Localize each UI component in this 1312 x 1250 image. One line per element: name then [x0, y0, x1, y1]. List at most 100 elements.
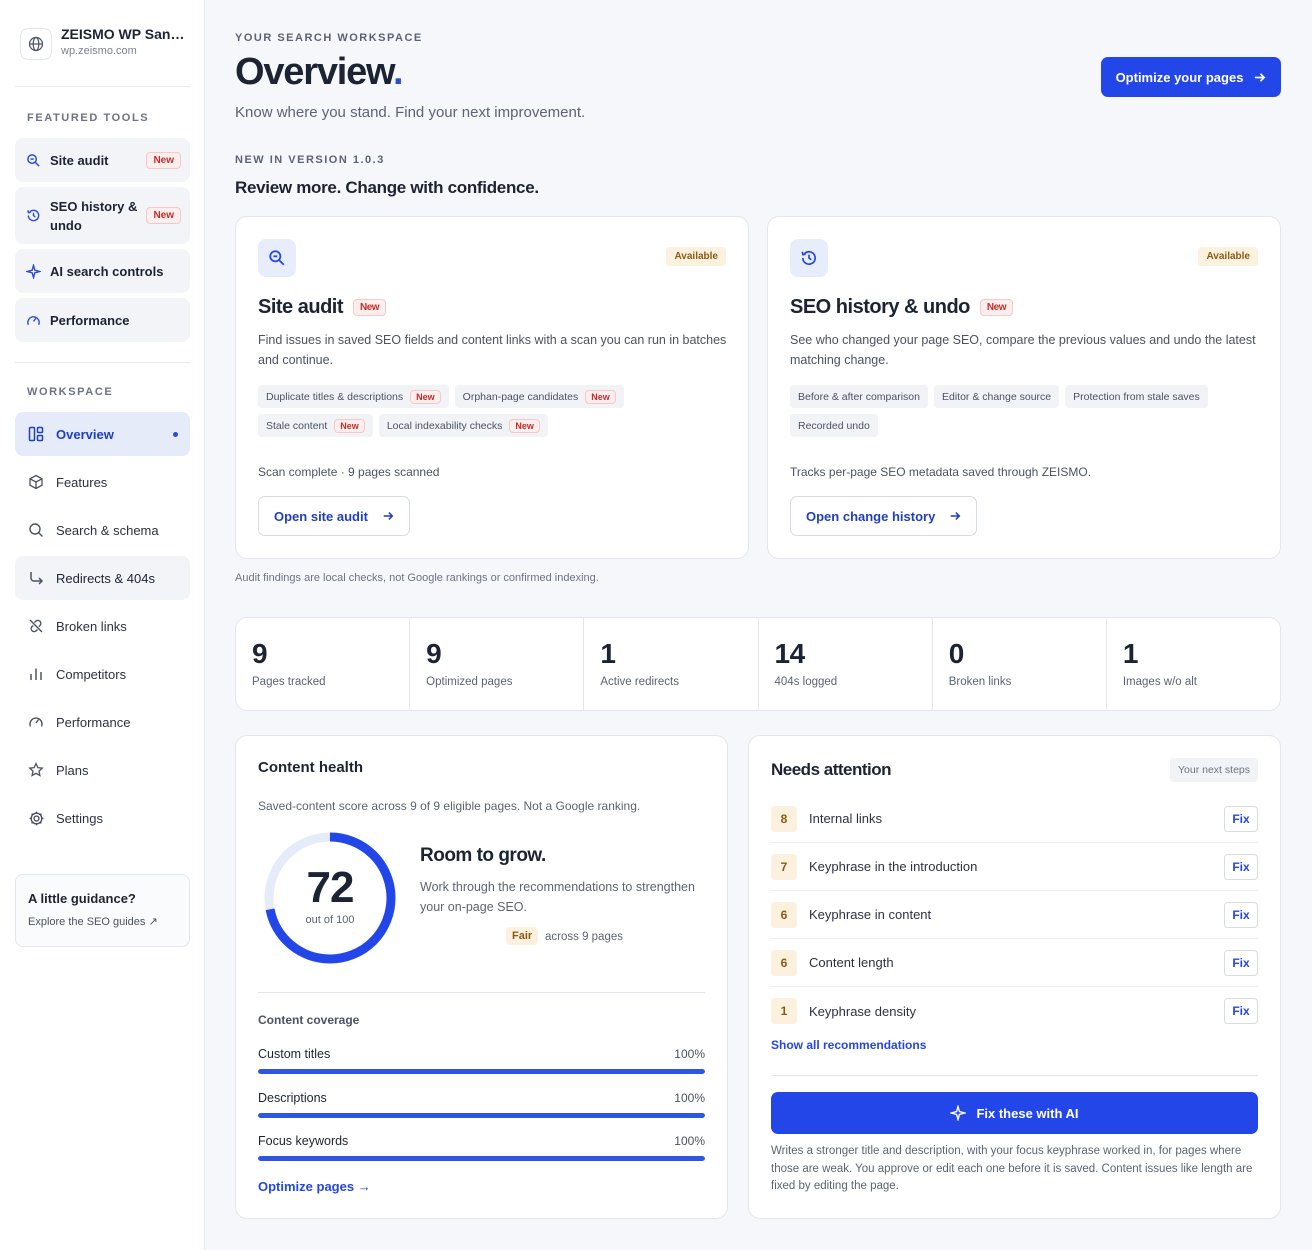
feature-chip: Duplicate titles & descriptions New: [258, 385, 449, 408]
chip-label: Orphan-page candidates: [462, 390, 579, 403]
new-badge: New: [509, 418, 540, 433]
card-description: Find issues in saved SEO fields and cont…: [258, 333, 727, 367]
cube-icon: [27, 473, 45, 491]
issue-count: 6: [771, 949, 797, 976]
show-all-recommendations-link[interactable]: Show all recommendations: [771, 1038, 927, 1052]
workspace-label: WORKSPACE: [27, 386, 114, 398]
card-title-text: SEO history & undo: [790, 296, 970, 318]
fix-button[interactable]: Fix: [1224, 805, 1258, 832]
progress-fill: [258, 1069, 705, 1074]
featured-site-audit[interactable]: Site audit New: [15, 138, 190, 182]
stats-bar: 9 Pages tracked 9 Optimized pages 1 Active …: [235, 617, 1281, 711]
dashboard-icon: [27, 425, 45, 443]
recommendation-row: 8 Internal links Fix: [771, 795, 1258, 843]
site-switcher[interactable]: ZEISMO WP Sandbox wp.zeismo.com: [20, 26, 190, 60]
nav-search-schema[interactable]: Search & schema: [15, 508, 190, 552]
gear-icon: [27, 809, 45, 827]
audit-disclaimer: Audit findings are local checks, not Goo…: [235, 572, 599, 584]
fix-button[interactable]: Fix: [1224, 901, 1258, 928]
status-badge: Available: [666, 247, 726, 266]
stat-images-without-alt: 1 Images w/o alt: [1107, 618, 1280, 710]
nav-label: Broken links: [56, 618, 127, 634]
progress-fill: [258, 1113, 705, 1118]
gauge-icon: [24, 311, 42, 329]
coverage-label: Descriptions: [258, 1091, 327, 1105]
divider: [15, 86, 190, 87]
next-steps-tag: Your next steps: [1170, 758, 1258, 782]
gauge-progress: [264, 832, 396, 964]
nav-label: Settings: [56, 810, 103, 826]
page-subtitle: Know where you stand. Find your next imp…: [235, 104, 586, 121]
optimize-pages-link[interactable]: Optimize pages →: [258, 1179, 371, 1194]
new-badge: New: [334, 418, 365, 433]
coverage-custom-titles: Custom titles 100%: [258, 1047, 705, 1074]
feature-chip: Local indexability checks New: [378, 414, 548, 437]
stat-pages-tracked: 9 Pages tracked: [236, 618, 411, 710]
stat-404s-logged: 14 404s logged: [759, 618, 933, 710]
featured-performance[interactable]: Performance: [15, 298, 190, 342]
chip-label: Stale content: [266, 419, 328, 432]
fix-button[interactable]: Fix: [1224, 998, 1258, 1024]
button-label: Open change history: [806, 508, 936, 524]
button-label: Optimize your pages: [1115, 69, 1244, 85]
issue-count: 1: [771, 998, 797, 1024]
stat-optimized-pages: 9 Optimized pages: [410, 618, 585, 710]
featured-label: Performance: [50, 312, 130, 328]
nav-label: Competitors: [56, 666, 127, 682]
fix-with-ai-button[interactable]: Fix these with AI: [771, 1092, 1258, 1134]
nav-performance[interactable]: Performance: [15, 700, 190, 744]
stat-label: Pages tracked: [252, 676, 326, 688]
open-site-audit-button[interactable]: Open site audit: [258, 496, 410, 536]
nav-features[interactable]: Features: [15, 460, 190, 504]
stat-value: 9: [252, 638, 268, 669]
feature-chip: Stale content New: [258, 414, 373, 437]
featured-label: AI search controls: [50, 263, 164, 279]
stat-value: 1: [1122, 638, 1139, 669]
nav-overview[interactable]: Overview: [15, 412, 190, 456]
scan-status: Scan complete · 9 pages scanned: [258, 465, 440, 479]
recommendation-label: Keyphrase in the introduction: [809, 859, 978, 874]
recommendation-row: 1 Keyphrase density Fix: [771, 987, 1258, 1035]
seo-history-card: Available SEO history & undo New See who…: [767, 216, 1281, 559]
featured-ai-search-controls[interactable]: AI search controls: [15, 249, 190, 293]
coverage-title: Content coverage: [258, 1013, 360, 1027]
nav-plans[interactable]: Plans: [15, 748, 190, 792]
recommendation-label: Keyphrase in content: [809, 907, 932, 922]
recommendation-row: 6 Content length Fix: [771, 939, 1258, 987]
stat-label: Active redirects: [600, 676, 679, 688]
new-badge: New: [410, 389, 441, 404]
guidance-title: A little guidance?: [28, 891, 136, 906]
recommendation-row: 6 Keyphrase in content Fix: [771, 891, 1258, 939]
redirect-arrow-icon: [27, 569, 45, 587]
coverage-percent: 100%: [674, 1134, 705, 1148]
health-headline: Room to grow.: [420, 845, 546, 866]
optimize-pages-button[interactable]: Optimize your pages: [1101, 57, 1281, 97]
nav-competitors[interactable]: Competitors: [15, 652, 190, 696]
chip-label: Local indexability checks: [386, 419, 503, 432]
nav-settings[interactable]: Settings: [15, 796, 190, 840]
feature-chip: Protection from stale saves: [1065, 385, 1208, 408]
score-label: out of 100: [305, 914, 355, 926]
site-name: ZEISMO WP Sandbox: [61, 26, 186, 42]
stat-value: 0: [948, 638, 965, 669]
arrow-right-icon: →: [354, 1179, 371, 1194]
seo-guides-link[interactable]: Explore the SEO guides ↗: [28, 916, 158, 928]
card-subtitle: Saved-content score across 9 of 9 eligib…: [258, 799, 641, 813]
card-description: See who changed your page SEO, compare t…: [790, 333, 1256, 367]
feature-chips: Before & after comparison Editor & chang…: [790, 385, 1260, 437]
nav-redirects[interactable]: Redirects & 404s: [15, 556, 190, 600]
coverage-descriptions: Descriptions 100%: [258, 1091, 705, 1118]
fix-button[interactable]: Fix: [1224, 853, 1258, 880]
featured-seo-history[interactable]: SEO history & undo New: [15, 187, 190, 244]
page-eyebrow: YOUR SEARCH WORKSPACE: [235, 32, 423, 44]
nav-broken-links[interactable]: Broken links: [15, 604, 190, 648]
main-content: YOUR SEARCH WORKSPACE Overview. Know whe…: [205, 0, 1312, 1250]
new-badge: New: [585, 389, 616, 404]
score-value: 72: [306, 863, 355, 912]
feature-chips: Duplicate titles & descriptions New Orpha…: [258, 385, 728, 437]
issue-count: 6: [771, 901, 797, 928]
progress-fill: [258, 1156, 705, 1161]
fix-button[interactable]: Fix: [1224, 949, 1258, 976]
open-change-history-button[interactable]: Open change history: [790, 496, 978, 536]
sparkle-icon: [950, 1105, 967, 1121]
